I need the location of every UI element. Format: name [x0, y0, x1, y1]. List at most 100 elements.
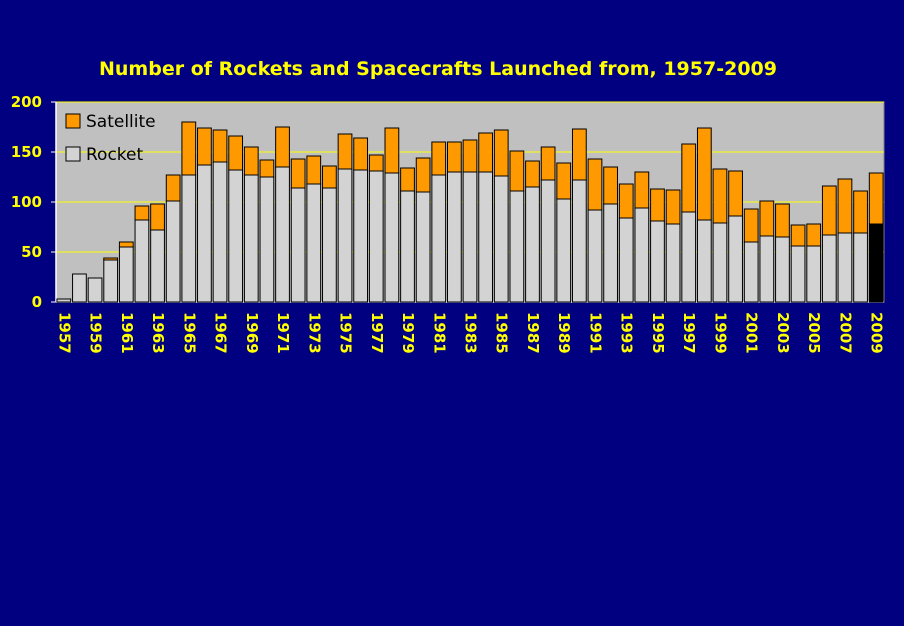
bar-rocket-1963 — [150, 229, 165, 303]
legend-label-satellite: Satellite — [86, 112, 156, 132]
bar-satellite-2005 — [806, 223, 822, 247]
bar-rocket-1964 — [165, 200, 181, 303]
bar-satellite-1971 — [275, 126, 290, 168]
bar-satellite-1988 — [540, 146, 556, 181]
bar-rocket-2009 — [868, 223, 884, 303]
bar-rocket-1975 — [337, 168, 353, 303]
bar-rocket-1991 — [587, 209, 603, 303]
y-tick-label-0: 0 — [32, 293, 42, 311]
bar-satellite-1999 — [712, 168, 728, 224]
bar-satellite-1970 — [259, 159, 275, 178]
bar-rocket-1979 — [400, 190, 415, 303]
bar-satellite-1964 — [165, 174, 181, 202]
bar-satellite-1974 — [322, 165, 337, 189]
legend-label-rocket: Rocket — [86, 145, 143, 165]
bar-rocket-1959 — [87, 277, 103, 303]
x-tick-label-1975: 1975 — [337, 312, 355, 354]
bar-rocket-2008 — [853, 232, 868, 303]
y-tick-label-200: 200 — [11, 93, 42, 111]
bar-rocket-1997 — [681, 211, 697, 303]
bar-satellite-1998 — [696, 127, 712, 221]
bar-rocket-1974 — [322, 187, 337, 303]
bar-rocket-1969 — [243, 174, 259, 303]
bar-rocket-1965 — [181, 174, 197, 303]
bar-satellite-1968 — [228, 135, 244, 171]
bar-satellite-1967 — [212, 129, 228, 163]
x-tick-label-1985: 1985 — [493, 312, 511, 354]
legend-swatch-satellite — [65, 113, 81, 129]
bar-rocket-1980 — [415, 191, 431, 303]
bar-rocket-1988 — [540, 179, 556, 303]
x-tick-label-1971: 1971 — [274, 312, 292, 354]
bar-rocket-1957 — [56, 298, 72, 303]
x-tick-label-1997: 1997 — [680, 312, 698, 354]
bar-satellite-1979 — [400, 167, 415, 192]
bar-satellite-1991 — [587, 158, 603, 211]
x-tick-label-1999: 1999 — [711, 312, 729, 354]
bar-satellite-2003 — [775, 203, 790, 238]
bar-satellite-1987 — [525, 160, 540, 188]
x-tick-label-2003: 2003 — [774, 312, 792, 354]
bar-satellite-1996 — [665, 189, 681, 225]
bar-rocket-1999 — [712, 222, 728, 303]
bar-rocket-2002 — [759, 235, 775, 303]
bar-rocket-2006 — [821, 234, 837, 303]
bar-rocket-1993 — [618, 217, 634, 303]
x-tick-label-1969: 1969 — [243, 312, 261, 354]
bar-satellite-1966 — [197, 127, 212, 166]
bar-rocket-1992 — [603, 203, 618, 303]
bar-satellite-2001 — [743, 208, 759, 243]
x-tick-label-1973: 1973 — [305, 312, 323, 354]
bar-rocket-1973 — [306, 183, 322, 303]
bar-rocket-1976 — [353, 169, 369, 303]
bar-rocket-2000 — [728, 215, 743, 303]
bar-satellite-1972 — [290, 158, 306, 189]
bar-rocket-1982 — [447, 171, 462, 303]
x-tick-label-1959: 1959 — [87, 312, 105, 354]
bar-rocket-2003 — [775, 236, 790, 303]
bar-satellite-1962 — [134, 205, 150, 221]
bar-satellite-1983 — [462, 139, 478, 173]
bar-satellite-1993 — [618, 183, 634, 219]
bar-rocket-1972 — [290, 187, 306, 303]
bar-rocket-1978 — [384, 172, 400, 303]
bar-rocket-1985 — [493, 175, 509, 303]
y-tick-label-150: 150 — [11, 143, 42, 161]
x-tick-label-2005: 2005 — [805, 312, 823, 354]
bar-satellite-1969 — [243, 146, 259, 176]
bar-rocket-1994 — [634, 207, 650, 303]
bar-satellite-1992 — [603, 166, 618, 205]
bar-rocket-1996 — [665, 223, 681, 303]
bar-rocket-1962 — [134, 219, 150, 303]
x-tick-label-1965: 1965 — [180, 312, 198, 354]
x-tick-label-1991: 1991 — [586, 312, 604, 354]
bar-rocket-1967 — [212, 161, 228, 303]
bar-rocket-1966 — [197, 164, 212, 303]
bar-satellite-1973 — [306, 155, 322, 185]
bar-satellite-1990 — [571, 128, 587, 181]
y-tick-label-100: 100 — [11, 193, 42, 211]
bar-satellite-1980 — [415, 157, 431, 193]
bar-satellite-1977 — [368, 154, 384, 172]
bar-satellite-1982 — [447, 141, 462, 173]
bar-rocket-2007 — [837, 232, 853, 303]
x-tick-label-1989: 1989 — [555, 312, 573, 354]
bar-satellite-2004 — [790, 224, 806, 247]
bar-satellite-1995 — [650, 188, 665, 222]
x-tick-label-1995: 1995 — [649, 312, 667, 354]
bar-satellite-1981 — [431, 141, 447, 176]
bar-satellite-1975 — [337, 133, 353, 170]
bar-rocket-1995 — [650, 220, 665, 303]
bar-satellite-1961 — [118, 241, 134, 248]
x-tick-label-2007: 2007 — [836, 312, 854, 354]
bar-rocket-1968 — [228, 169, 244, 303]
bar-rocket-1987 — [525, 186, 540, 303]
bar-rocket-1989 — [556, 198, 572, 303]
bar-rocket-1961 — [118, 246, 134, 303]
bar-rocket-1998 — [696, 219, 712, 303]
bar-rocket-1970 — [259, 176, 275, 303]
bar-rocket-2001 — [743, 241, 759, 303]
bar-rocket-1971 — [275, 166, 290, 303]
